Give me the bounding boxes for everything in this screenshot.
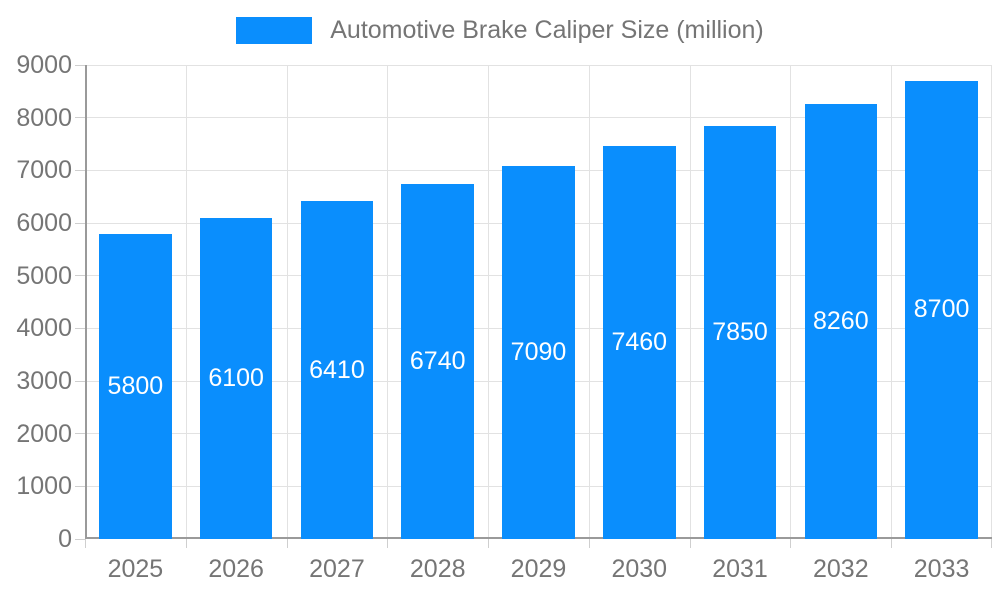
bar-value-label: 6100 [208,363,264,392]
y-axis-tick-label: 3000 [16,367,72,395]
gridline-horizontal [85,117,992,119]
x-axis-tick-label: 2031 [712,555,768,583]
y-axis-tick-label: 4000 [16,314,72,343]
y-axis-line [85,65,87,539]
y-axis-tick [75,117,85,119]
legend-label: Automotive Brake Caliper Size (million) [330,15,764,44]
x-axis-tick [387,539,389,548]
gridline-vertical [790,65,792,539]
x-axis-tick-label: 2026 [208,555,264,583]
y-axis-tick [75,327,85,329]
x-axis-tick [286,539,288,548]
gridline-vertical [991,65,992,539]
gridline-horizontal [85,65,992,66]
bar-value-label: 6410 [309,355,365,384]
bar-value-label: 7850 [712,317,768,346]
bar-2031: 7850 [703,125,777,539]
y-axis-tick-label: 2000 [16,419,72,448]
x-axis-tick-label: 2030 [611,555,668,583]
x-axis-tick [85,539,86,548]
gridline-vertical [185,65,187,539]
y-axis-tick [75,485,85,487]
y-axis-tick-label: 9000 [16,51,72,79]
y-axis-tick-label: 5000 [16,261,72,290]
bar-2029: 7090 [502,165,575,539]
bar-2027: 6410 [300,201,374,539]
bar-2030: 7460 [602,146,676,539]
y-axis-tick [75,433,85,435]
y-axis-tick [75,275,85,277]
bar-2025: 5800 [99,233,172,539]
x-axis-tick [790,539,792,548]
bar-2026: 6100 [199,217,273,539]
y-axis-tick [75,222,85,224]
y-axis-tick-label: 1000 [16,472,72,501]
x-axis-tick-label: 2028 [409,555,466,583]
x-axis-tick-label: 2032 [813,555,869,583]
legend[interactable]: Automotive Brake Caliper Size (million) [0,14,1000,46]
bar-2028: 6740 [401,184,474,539]
gridline-vertical [891,65,893,539]
y-axis-tick [75,64,85,66]
bar-value-label: 7460 [611,328,668,357]
bar-value-label: 8700 [913,295,970,324]
bar-value-label: 6740 [409,347,466,376]
x-axis-tick [488,539,490,548]
y-axis-tick [75,538,85,540]
bar-value-label: 5800 [107,371,164,400]
gridline-vertical [588,65,590,539]
y-axis-tick-label: 7000 [16,156,72,185]
x-axis-tick-label: 2027 [309,555,365,583]
gridline-vertical [689,65,691,539]
x-axis-tick [891,539,893,548]
bar-value-label: 8260 [813,306,869,335]
gridline-vertical [286,65,288,539]
y-axis-tick [75,169,85,171]
y-axis-tick-label: 6000 [16,209,72,237]
x-axis-tick [588,539,590,548]
x-axis-tick-label: 2033 [913,555,970,583]
bar-value-label: 7090 [510,337,567,366]
x-axis-tick [185,539,187,548]
bar-2033: 8700 [905,80,978,539]
x-axis-tick-label: 2029 [510,555,567,583]
bar-2032: 8260 [804,103,878,539]
plot-area: 5800 6100 6410 6740 7090 7460 7850 8260 8700 [75,64,992,548]
y-axis-tick-label: 8000 [16,103,72,132]
x-axis-tick [991,539,992,548]
legend-color-swatch-icon [236,16,313,44]
y-axis-tick-label: 0 [58,525,72,553]
x-axis-tick-label: 2025 [107,555,164,583]
y-axis-tick [75,380,85,382]
x-axis-tick [689,539,691,548]
gridline-vertical [387,65,389,539]
gridline-vertical [488,65,490,539]
